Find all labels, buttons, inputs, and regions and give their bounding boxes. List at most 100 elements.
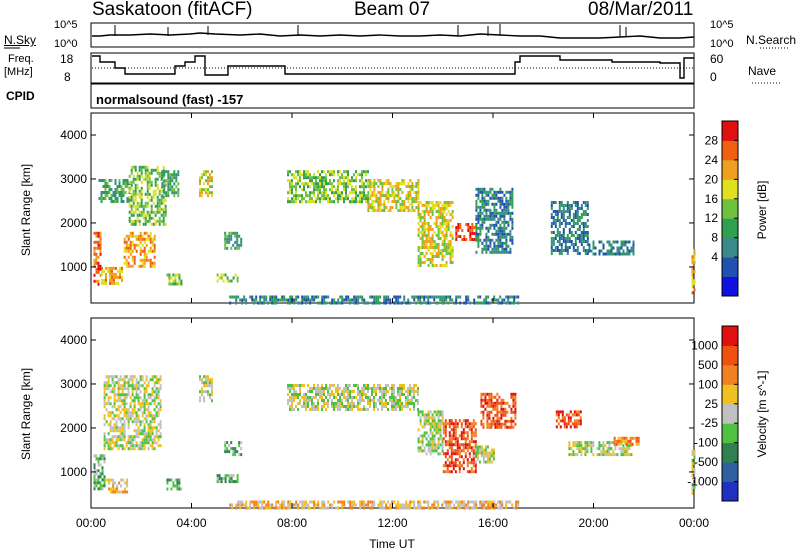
freq-line: [92, 55, 694, 79]
velocity-cell: [329, 387, 331, 390]
velocity-cell: [447, 500, 450, 504]
power-cell: [393, 197, 396, 200]
velocity-cell: [103, 484, 106, 488]
velocity-cell: [626, 447, 629, 451]
power-cell: [345, 197, 347, 201]
velocity-cell: [203, 390, 205, 394]
power-cell: [566, 237, 569, 240]
velocity-cell: [153, 447, 156, 451]
velocity-cell: [110, 490, 113, 494]
velocity-cell: [444, 470, 447, 474]
velocity-cell: [119, 375, 122, 379]
power-cell: [562, 237, 565, 240]
velocity-cell: [99, 457, 102, 461]
velocity-cell: [205, 390, 207, 394]
velocity-cell: [275, 500, 278, 504]
power-cell: [110, 194, 113, 197]
velocity-cell: [309, 390, 311, 393]
power-cell: [419, 255, 422, 258]
velocity-cell: [490, 422, 493, 426]
power-ylabel: Slant Range [km]: [19, 164, 33, 256]
velocity-cell: [293, 399, 295, 402]
velocity-cell: [178, 487, 181, 491]
velocity-cell: [216, 474, 219, 478]
power-cell: [146, 213, 149, 217]
power-cell: [176, 273, 179, 277]
power-cell: [116, 191, 119, 194]
velocity-cell: [125, 417, 128, 421]
velocity-cell: [157, 393, 160, 397]
power-cell: [371, 185, 374, 188]
power-cell: [495, 193, 498, 197]
power-cell: [131, 255, 134, 259]
power-cell: [173, 182, 176, 186]
velocity-cell: [261, 506, 264, 510]
velocity-cell: [572, 441, 575, 445]
power-cell: [123, 246, 126, 250]
velocity-cell: [395, 402, 397, 405]
velocity-cell: [413, 506, 416, 510]
velocity-cell: [466, 458, 469, 462]
velocity-cell: [369, 500, 372, 504]
power-cell: [319, 301, 322, 305]
velocity-cell: [472, 431, 475, 435]
power-cell: [339, 179, 341, 183]
velocity-cell: [466, 425, 469, 429]
power-cell: [429, 228, 432, 231]
velocity-cell: [489, 500, 492, 504]
power-cell: [129, 243, 132, 247]
velocity-cell: [393, 384, 395, 387]
velocity-cell: [261, 503, 264, 507]
power-cell: [479, 190, 482, 194]
velocity-cell: [115, 393, 118, 397]
power-cell: [447, 249, 450, 252]
power-cell: [323, 295, 326, 299]
velocity-cell: [335, 506, 338, 510]
power-cell: [566, 240, 569, 243]
velocity-cell: [573, 422, 576, 426]
velocity-cell: [359, 500, 362, 504]
velocity-cell: [580, 444, 583, 448]
velocity-cell: [405, 503, 408, 507]
power-cell: [243, 295, 246, 299]
velocity-cell: [110, 487, 113, 491]
power-cell: [550, 207, 553, 210]
power-cell: [612, 240, 615, 244]
power-cell: [303, 176, 305, 180]
velocity-cell: [93, 466, 96, 470]
power-cell: [146, 204, 149, 208]
velocity-cell: [133, 384, 136, 388]
power-cell: [385, 191, 388, 194]
velocity-colorbar-swatch: [722, 364, 738, 385]
velocity-cell: [490, 395, 493, 399]
power-cell: [164, 213, 167, 217]
velocity-cell: [464, 437, 467, 441]
velocity-cell: [578, 441, 581, 445]
power-cell: [554, 201, 557, 204]
power-cell: [443, 201, 446, 204]
power-cell: [403, 209, 406, 212]
power-cell: [141, 258, 144, 262]
velocity-cell: [133, 408, 136, 412]
velocity-cell: [139, 444, 142, 448]
power-cell: [409, 203, 412, 206]
power-cell: [550, 237, 553, 240]
velocity-cell: [121, 393, 124, 397]
velocity-cell: [367, 402, 369, 405]
velocity-cell: [145, 402, 148, 406]
power-cell: [443, 237, 446, 240]
velocity-cell: [635, 439, 638, 443]
power-cell: [347, 176, 349, 180]
power-cell: [105, 281, 107, 285]
velocity-cell: [347, 399, 349, 402]
power-cell: [479, 229, 482, 233]
velocity-cell: [211, 378, 213, 382]
velocity-cell: [433, 422, 436, 426]
power-cell: [425, 204, 428, 207]
power-cell: [104, 185, 107, 188]
power-cell: [489, 217, 492, 221]
velocity-cell: [445, 500, 448, 504]
power-cell: [387, 298, 390, 302]
power-cell: [175, 185, 178, 189]
power-cell: [365, 301, 368, 305]
